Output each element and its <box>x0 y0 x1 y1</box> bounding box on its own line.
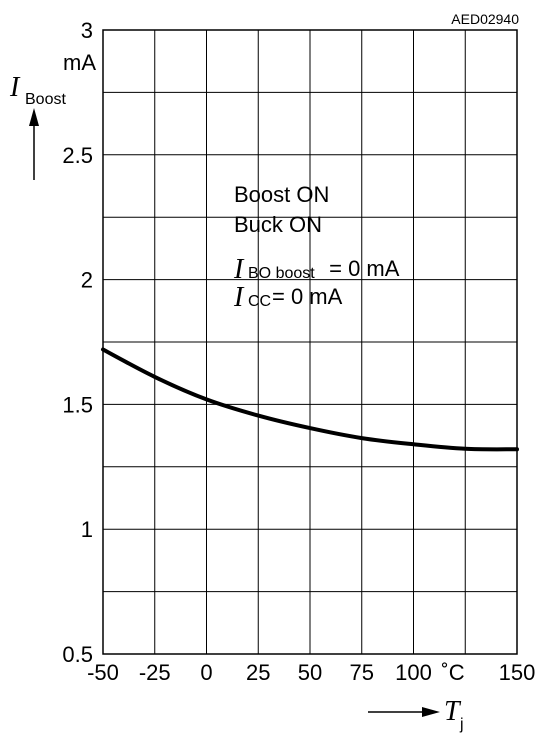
y-tick-label: 1.5 <box>62 392 93 417</box>
x-tick-label: -50 <box>87 660 119 685</box>
y-axis-unit: mA <box>63 50 96 75</box>
data-series-line <box>101 347 519 452</box>
figure-code: AED02940 <box>451 11 519 27</box>
annotation-icc-symbol: I <box>233 282 245 313</box>
x-tick-label: 25 <box>246 660 270 685</box>
y-axis-arrowhead-icon <box>29 108 39 126</box>
x-axis-subscript: j <box>459 716 464 733</box>
annotation-ibo-subscript: BO boost <box>248 265 315 282</box>
y-tick-label: 2.5 <box>62 143 93 168</box>
x-axis-arrowhead-icon <box>422 707 440 717</box>
y-tick-label: 2 <box>81 268 93 293</box>
y-tick-label: 3 <box>81 18 93 43</box>
x-tick-label: 50 <box>298 660 322 685</box>
y-axis-subscript: Boost <box>25 91 66 108</box>
x-tick-label: 0 <box>200 660 212 685</box>
y-tick-labels: 0.5 1 1.5 2 2.5 3 <box>62 18 93 667</box>
annotation-icc-value: = 0 mA <box>272 284 343 309</box>
x-tick-labels: -50 -25 0 25 50 75 100 150 <box>87 660 535 685</box>
y-tick-label: 1 <box>81 517 93 542</box>
x-axis-symbol: T <box>444 696 462 727</box>
grid <box>103 30 517 654</box>
plot-frame <box>102 29 518 655</box>
y-tick-label: 0.5 <box>62 642 93 667</box>
annotation-buck-on: Buck ON <box>234 212 322 237</box>
y-axis-symbol: I <box>9 72 21 103</box>
x-axis-unit: ˚C <box>441 660 464 685</box>
annotation-icc-subscript: CC <box>248 293 271 310</box>
annotation-ibo-value: = 0 mA <box>323 256 400 281</box>
annotation-boost-on: Boost ON <box>234 182 329 207</box>
x-tick-label: 150 <box>499 660 536 685</box>
annotation-ibo-symbol: I <box>233 254 245 285</box>
x-tick-label: -25 <box>139 660 171 685</box>
x-tick-label: 100 <box>395 660 432 685</box>
x-tick-label: 75 <box>350 660 374 685</box>
